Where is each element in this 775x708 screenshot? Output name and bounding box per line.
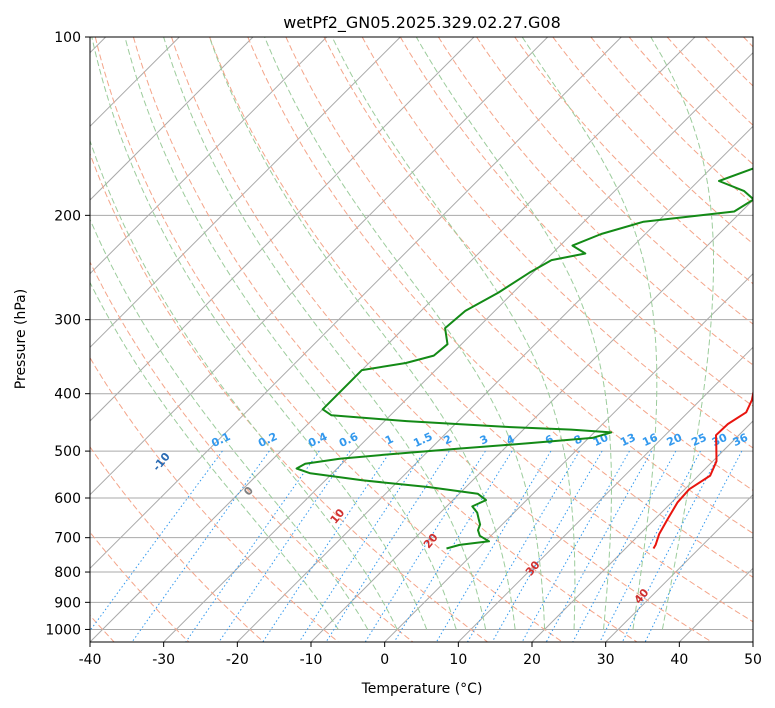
x-axis: -40 -30 -20 -10 0 10 20 30 40 50 <box>79 642 762 668</box>
profiles <box>295 167 753 550</box>
isotherm-line <box>90 37 401 349</box>
dewpoint-profile <box>295 167 753 550</box>
dry-adiabat-line <box>209 37 753 623</box>
x-tick-label: 0 <box>380 652 389 668</box>
y-tick-label: 1000 <box>45 622 81 638</box>
moist-adiabat-line <box>415 37 612 630</box>
mixing-ratio-line <box>572 450 677 642</box>
x-tick-label: 10 <box>449 652 467 668</box>
mixing-ratio-line <box>491 450 603 642</box>
isotherm-line <box>531 420 753 642</box>
y-tick-label: 800 <box>54 565 81 581</box>
mixing-ratio-label: 20 <box>665 431 685 449</box>
x-tick-label: 50 <box>744 652 762 668</box>
isotherm-line <box>90 37 328 275</box>
moist-adiabat-line <box>208 37 516 630</box>
x-tick-label: -20 <box>226 652 249 668</box>
y-tick-label: 700 <box>54 531 81 547</box>
x-axis-label: Temperature (°C) <box>361 681 483 697</box>
dry-adiabat-line <box>399 37 753 407</box>
isotherm-line <box>90 37 696 642</box>
mixing-ratio-line <box>621 450 722 642</box>
y-tick-label: 500 <box>54 444 81 460</box>
isotherm-line <box>90 37 622 570</box>
mixing-ratio-label: 30 <box>710 431 730 449</box>
background-lines <box>90 37 753 642</box>
mixing-ratio-line <box>599 450 701 642</box>
y-tick-label: 200 <box>54 208 81 224</box>
plot-background <box>90 37 753 642</box>
chart-title: wetPf2_GN05.2025.329.02.27.G08 <box>283 13 561 33</box>
isotherm-line <box>605 493 753 642</box>
moist-adiabat-line <box>521 37 658 630</box>
y-axis: 100 200 300 400 500 600 700 800 900 1000 <box>45 30 90 638</box>
x-tick-label: 40 <box>670 652 688 668</box>
moist-adiabat-line <box>124 37 457 630</box>
x-tick-label: -30 <box>152 652 175 668</box>
mixing-ratio-label: 10 <box>591 431 611 449</box>
dry-adiabat-line <box>361 37 753 449</box>
isotherm-line <box>90 37 475 422</box>
moist-adiabat-line <box>264 37 546 630</box>
mixing-ratio-line <box>298 450 425 642</box>
dry-adiabat-line <box>247 37 753 578</box>
x-tick-label: 20 <box>523 652 541 668</box>
isotherm-line <box>236 125 753 642</box>
dry-adiabat-line <box>90 152 488 642</box>
isotherm-line <box>163 51 753 642</box>
y-tick-label: 600 <box>54 491 81 507</box>
mixing-ratio-label: 13 <box>618 431 637 449</box>
moist-adiabat-line <box>650 37 714 630</box>
dry-adiabat-line <box>94 37 563 642</box>
y-axis-label: Pressure (hPa) <box>13 289 29 389</box>
y-tick-label: 400 <box>54 387 81 403</box>
mixing-ratio-line <box>644 450 743 642</box>
mixing-ratio-line <box>521 450 630 642</box>
mixing-ratio-label: 16 <box>640 431 660 449</box>
moist-adiabat-line <box>90 139 398 630</box>
isotherm-line <box>457 346 753 642</box>
dry-adiabat-line <box>132 37 638 642</box>
plot-frame <box>89 36 754 643</box>
y-tick-label: 300 <box>54 313 81 329</box>
mixing-ratio-line <box>262 450 392 642</box>
dry-adiabat-line <box>437 37 753 366</box>
x-tick-label: -10 <box>300 652 323 668</box>
mixing-ratio-label: 36 <box>731 431 751 449</box>
mixing-ratio-line <box>545 450 653 642</box>
dry-adiabat-line <box>171 37 712 642</box>
isotherm-line <box>310 199 753 642</box>
y-tick-label: 100 <box>54 30 81 46</box>
x-tick-label: -40 <box>79 652 102 668</box>
isotherm-line <box>90 37 254 201</box>
isotherm-line <box>752 641 753 642</box>
moist-adiabat-line <box>331 37 576 630</box>
x-tick-label: 30 <box>597 652 615 668</box>
dry-adiabat-line <box>323 37 753 491</box>
dry-adiabat-line <box>285 37 753 535</box>
isotherm-line <box>90 37 549 496</box>
mixing-ratio-line <box>393 450 513 642</box>
temperature-profile <box>652 389 753 550</box>
dry-adiabat-line <box>90 356 339 642</box>
moist-adiabat-line <box>163 37 487 630</box>
mixing-ratio-line <box>218 450 351 642</box>
y-tick-label: 900 <box>54 595 81 611</box>
dry-adiabat-line <box>90 446 264 642</box>
mixing-ratio-line <box>90 450 223 632</box>
moist-adiabat-line <box>90 218 369 630</box>
mixing-ratio-line <box>185 450 320 642</box>
dry-adiabat-label: -20 <box>61 409 84 433</box>
mixing-ratio-label: 25 <box>689 431 708 449</box>
